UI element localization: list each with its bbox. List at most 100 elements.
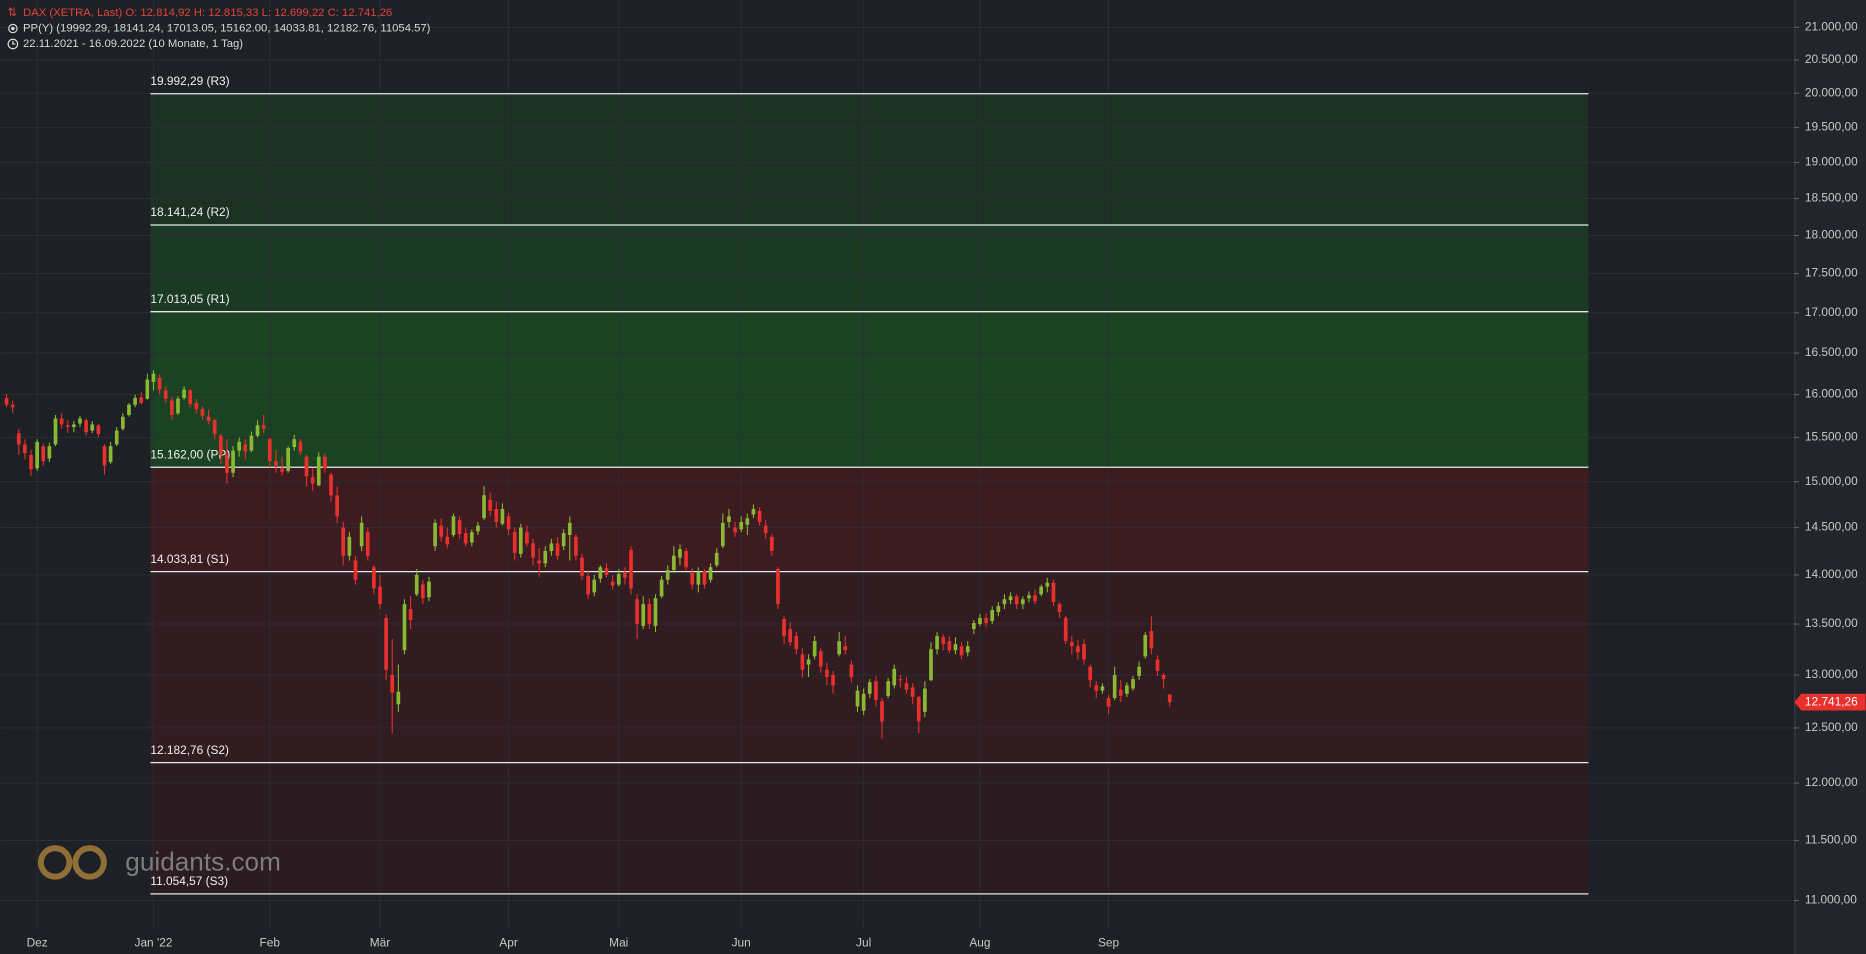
candle-body: [421, 584, 425, 599]
y-tick-label: 14.500,00: [1805, 520, 1858, 534]
candle-body: [996, 606, 1001, 613]
candle-body: [1027, 595, 1031, 599]
header: ⇅ DAX (XETRA, Last) O: 12.814,92 H: 12.8…: [8, 7, 431, 50]
candle-body: [1161, 674, 1166, 680]
candle-body: [616, 573, 621, 585]
candle-body: [35, 441, 39, 469]
candle-body: [163, 390, 168, 399]
candle-body: [298, 441, 303, 452]
candle-body: [463, 533, 468, 544]
candle-body: [1094, 685, 1099, 691]
candle-body: [574, 536, 578, 556]
candle-body: [586, 575, 590, 595]
candle-body: [59, 418, 64, 425]
candle-body: [494, 509, 499, 522]
candle-body: [90, 424, 95, 431]
x-tick-label: Mai: [609, 935, 628, 949]
candle-body: [280, 468, 284, 472]
pivot-band: [150, 311, 1589, 468]
candle-body: [1020, 599, 1025, 605]
candle-body: [567, 522, 572, 535]
y-tick-label: 18.000,00: [1805, 228, 1858, 242]
candle-body: [929, 649, 933, 681]
x-tick-label: Jun: [732, 935, 751, 949]
candle-body: [904, 683, 909, 690]
candle-body: [1131, 679, 1135, 689]
candle-body: [408, 609, 413, 621]
candle-body: [488, 499, 493, 511]
candle-body: [1112, 674, 1117, 699]
candle-body: [525, 532, 529, 544]
y-tick-label: 17.500,00: [1805, 266, 1858, 280]
candle-body: [445, 536, 450, 545]
candle-body: [580, 557, 584, 576]
y-tick-label: 13.500,00: [1805, 616, 1858, 630]
candle-body: [206, 416, 211, 421]
candle-body: [880, 701, 884, 722]
candle-body: [1057, 604, 1062, 613]
candle-body: [959, 646, 964, 656]
grid: [0, 0, 1795, 928]
candle-body: [604, 568, 609, 575]
header-instrument: DAX (XETRA, Last) O: 12.814,92 H: 12.815…: [23, 7, 392, 19]
candle-body: [1155, 659, 1160, 671]
pivot-band: [150, 762, 1589, 894]
pivot-band: [150, 467, 1589, 572]
candle-body: [635, 599, 639, 625]
candle-body: [990, 610, 995, 622]
candle-body: [1076, 646, 1080, 653]
candle-body: [176, 398, 180, 414]
candle-body: [1014, 596, 1019, 605]
candle-body: [776, 569, 780, 605]
candle-body: [476, 525, 480, 532]
x-tick-label: Dez: [27, 935, 48, 949]
candle-body: [555, 543, 560, 556]
pivot-label: 14.033,81 (S1): [150, 552, 229, 566]
pivot-label: 18.141,24 (R2): [150, 205, 229, 219]
pivot-band: [150, 571, 1589, 763]
pivot-label: 19.992,29 (R3): [150, 74, 229, 88]
candle-body: [4, 397, 9, 405]
candle-body: [316, 456, 321, 486]
y-tick-label: 12.000,00: [1805, 775, 1858, 789]
candle-body: [329, 474, 333, 496]
candle-body: [598, 567, 603, 579]
candle-body: [500, 509, 505, 524]
last-price-label: 12.741,26: [1805, 694, 1858, 708]
pivot-lines: 19.992,29 (R3) 18.141,24 (R2) 17.013,05 (R…: [150, 74, 1589, 895]
candle-body: [347, 536, 352, 556]
candle-body: [947, 641, 952, 651]
candle-body: [518, 527, 523, 554]
candle-body: [874, 681, 878, 701]
candle-body: [23, 444, 27, 454]
candle-body: [1039, 586, 1044, 595]
logo-ring: [37, 845, 73, 880]
x-tick-label: Sep: [1098, 935, 1120, 949]
header-icon: [8, 23, 18, 34]
candle-body: [837, 641, 841, 655]
candle-body: [1118, 689, 1123, 696]
candle-body: [886, 681, 890, 696]
candle-body: [665, 570, 670, 580]
x-tick-label: Aug: [969, 935, 990, 949]
candle-body: [53, 418, 58, 445]
candle-body: [751, 509, 756, 515]
pivot-label: 17.013,05 (R1): [150, 292, 229, 306]
watermark: guidants.com: [37, 845, 281, 880]
candle-body: [390, 674, 395, 693]
candle-body: [1167, 694, 1172, 703]
candle-body: [372, 567, 376, 589]
candle-body: [396, 691, 401, 705]
candle-body: [108, 446, 113, 463]
last-price-tag: [1794, 693, 1866, 711]
candle-body: [133, 397, 137, 405]
candle-body: [218, 435, 223, 455]
candle-body: [861, 693, 866, 711]
candles: [4, 370, 1172, 739]
x-tick-label: Jan '22: [135, 935, 173, 949]
candle-body: [267, 439, 272, 462]
x-tick-label: Apr: [499, 935, 518, 949]
candle-body: [1002, 599, 1007, 605]
header-icon: ⇅: [8, 7, 17, 19]
candle-body: [1149, 631, 1154, 649]
